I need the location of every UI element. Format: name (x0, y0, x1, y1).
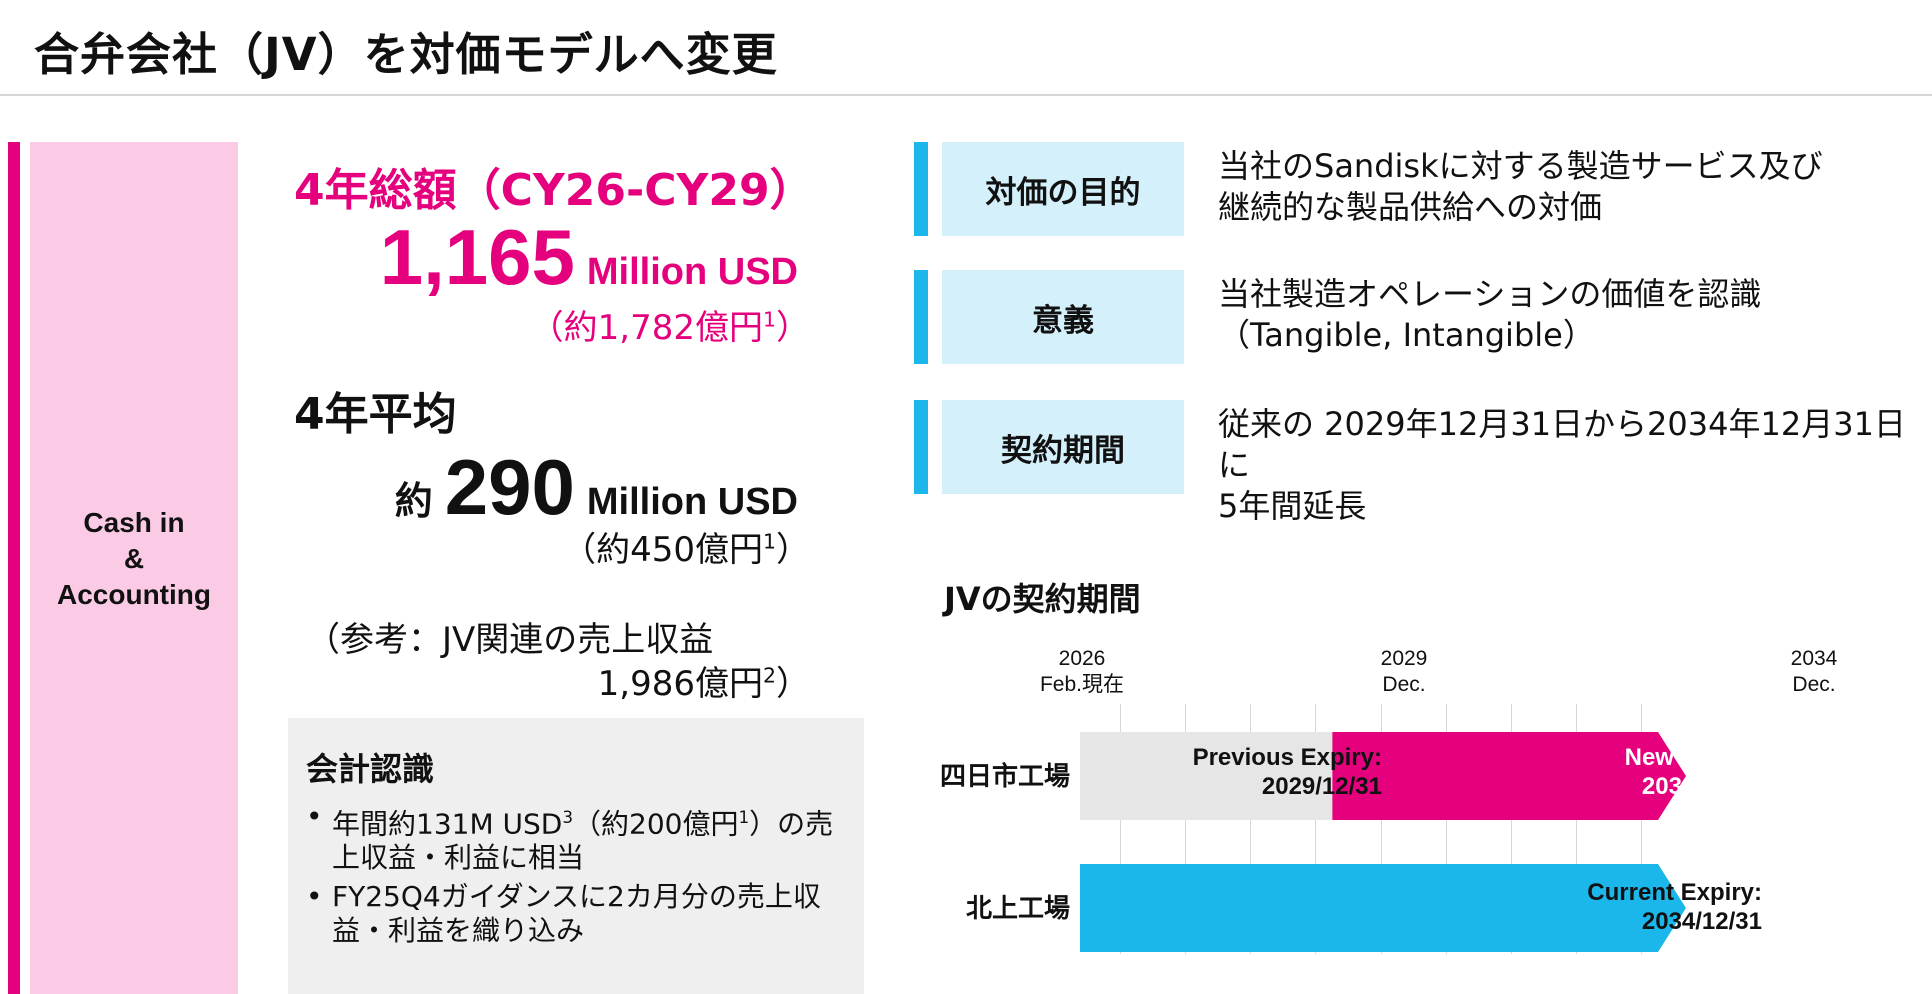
timeline-gridline (1445, 704, 1447, 954)
total-heading: 4年総額（CY26-CY29） (294, 165, 814, 216)
total-unit: Million USD (586, 251, 798, 293)
tick-year: 2034 (1790, 647, 1838, 670)
bar-label: New Expiry: (1624, 744, 1762, 771)
sidebar-label-line-2: & (123, 543, 145, 574)
timeline-gridline (1576, 704, 1577, 954)
average-heading: 4年平均 (294, 389, 457, 440)
label-current-expiry: Current Expiry: 2034/12/31 (1404, 878, 1762, 936)
detail-accent-bar (914, 142, 928, 236)
accounting-box (288, 718, 864, 994)
tick-label: Dec. (1382, 673, 1426, 696)
plant-label-kitakami: 北上工場 (965, 894, 1070, 924)
total-amount-row: 1,165 Million USD (300, 212, 798, 303)
accounting-bullet-2: • FY25Q4ガイダンスに2カ月分の売上収益・利益を織り込み (306, 880, 846, 948)
timeline-bars (1080, 732, 1686, 952)
label-new-expiry: New Expiry: 2034/12/31 (1404, 743, 1762, 801)
plant-label-yokkaichi: 四日市工場 (939, 762, 1070, 792)
detail-desc-term: 従来の 2029年12月31日から2034年12月31日に 5年間延長 (1218, 404, 1932, 527)
reference-footnote: 2 (763, 663, 776, 688)
total-amount: 1,165 (379, 213, 575, 301)
timeline-tick-previous: 2029 Dec. (1334, 646, 1474, 698)
timeline-gridline (1510, 704, 1512, 954)
reference-line-2: 1,986億円2） (520, 656, 810, 705)
tick-label: Dec. (1792, 673, 1836, 696)
reference-paren: ） (776, 664, 810, 704)
sidebar-panel (30, 142, 238, 994)
detail-desc-line: 当社のSandiskに対する製造サービス及び (1218, 147, 1823, 185)
detail-label-term: 契約期間 (942, 400, 1184, 494)
average-amount: 290 (444, 443, 575, 531)
bullet1-footnote-b: 1 (738, 807, 750, 827)
total-jpy-equivalent: （約1,782億円1） (420, 300, 810, 349)
detail-desc-line: 当社製造オペレーションの価値を認識 (1218, 275, 1762, 313)
detail-desc-line: 従来の 2029年12月31日から2034年12月31日に (1218, 405, 1906, 484)
average-jpy-footnote: 1 (763, 529, 776, 554)
bar-current-expiry (1080, 864, 1686, 952)
page-title: 合弁会社（JV）を対価モデルへ変更 (34, 28, 778, 81)
timeline-gridline (1250, 704, 1252, 954)
timeline-gridline (1120, 704, 1122, 954)
timeline-gridline (1380, 704, 1382, 954)
timeline-plot-area (1080, 704, 1809, 954)
timeline-title: JVの契約期間 (944, 580, 1141, 618)
detail-label-significance: 意義 (942, 270, 1184, 364)
average-unit: Million USD (586, 481, 798, 523)
sidebar-accent-bar (8, 142, 20, 994)
sidebar-label: Cash in & Accounting (30, 505, 238, 613)
average-jpy-paren: ） (776, 530, 810, 570)
bar-new-expiry (1332, 732, 1686, 820)
bar-date: 2034/12/31 (1641, 908, 1762, 935)
sidebar-label-line-1: Cash in (83, 507, 185, 538)
detail-desc-significance: 当社製造オペレーションの価値を認識 （Tangible, Intangible） (1218, 274, 1932, 356)
tick-label: Feb.現在 (1039, 673, 1125, 696)
average-jpy-value: （約450億円 (562, 530, 764, 570)
bar-date: 2034/12/31 (1641, 773, 1762, 800)
bar-label: Previous Expiry: (1192, 744, 1382, 771)
detail-desc-line: 継続的な製品供給への対価 (1218, 188, 1603, 226)
reference-line-1: （参考：JV関連の売上収益 (306, 620, 714, 660)
bar-previous-expiry (1080, 732, 1333, 820)
accounting-bullet-1: • 年間約131M USD3（約200億円1）の売上収益・利益に相当 (306, 800, 846, 875)
average-jpy-equivalent: （約450億円1） (420, 522, 810, 571)
tick-year: 2029 (1380, 647, 1428, 670)
bullet-dot: • (306, 800, 323, 833)
timeline-gridline (1641, 704, 1643, 954)
bullet1-text-c: ）の売上収益・利益に相当 (332, 807, 834, 875)
bullet1-footnote-a: 3 (562, 807, 574, 827)
timeline-gridline (1185, 704, 1187, 954)
detail-accent-bar (914, 400, 928, 494)
bar-date: 2029/12/31 (1261, 773, 1382, 800)
tick-year: 2026 (1058, 647, 1106, 670)
sidebar-label-line-3: Accounting (57, 579, 211, 610)
label-previous-expiry: Previous Expiry: 2029/12/31 (1082, 743, 1382, 801)
bullet1-text-a: 年間約131M USD (332, 807, 563, 841)
bar-label: Current Expiry: (1587, 879, 1762, 906)
bullet1-text-b: （約200億円 (573, 807, 739, 841)
average-amount-row: 約 290 Million USD (300, 442, 798, 533)
timeline-gridline (1315, 704, 1317, 954)
total-jpy-footnote: 1 (763, 307, 776, 332)
detail-accent-bar (914, 270, 928, 364)
total-jpy-value: （約1,782億円 (529, 308, 764, 348)
bullet-dot: • (306, 880, 323, 913)
accounting-title: 会計認識 (306, 750, 435, 788)
timeline-tick-new: 2034 Dec. (1744, 646, 1884, 698)
timeline-tick-start: 2026 Feb.現在 (1012, 646, 1152, 698)
detail-desc-line: （Tangible, Intangible） (1218, 316, 1595, 354)
bullet2-text: FY25Q4ガイダンスに2カ月分の売上収益・利益を織り込み (332, 880, 821, 947)
title-divider (0, 94, 1932, 96)
detail-desc-line: 5年間延長 (1218, 487, 1367, 525)
average-prefix: 約 (394, 479, 433, 523)
detail-desc-purpose: 当社のSandiskに対する製造サービス及び 継続的な製品供給への対価 (1218, 146, 1932, 228)
total-jpy-paren: ） (776, 308, 810, 348)
reference-value: 1,986億円 (597, 664, 764, 704)
detail-label-purpose: 対価の目的 (942, 142, 1184, 236)
